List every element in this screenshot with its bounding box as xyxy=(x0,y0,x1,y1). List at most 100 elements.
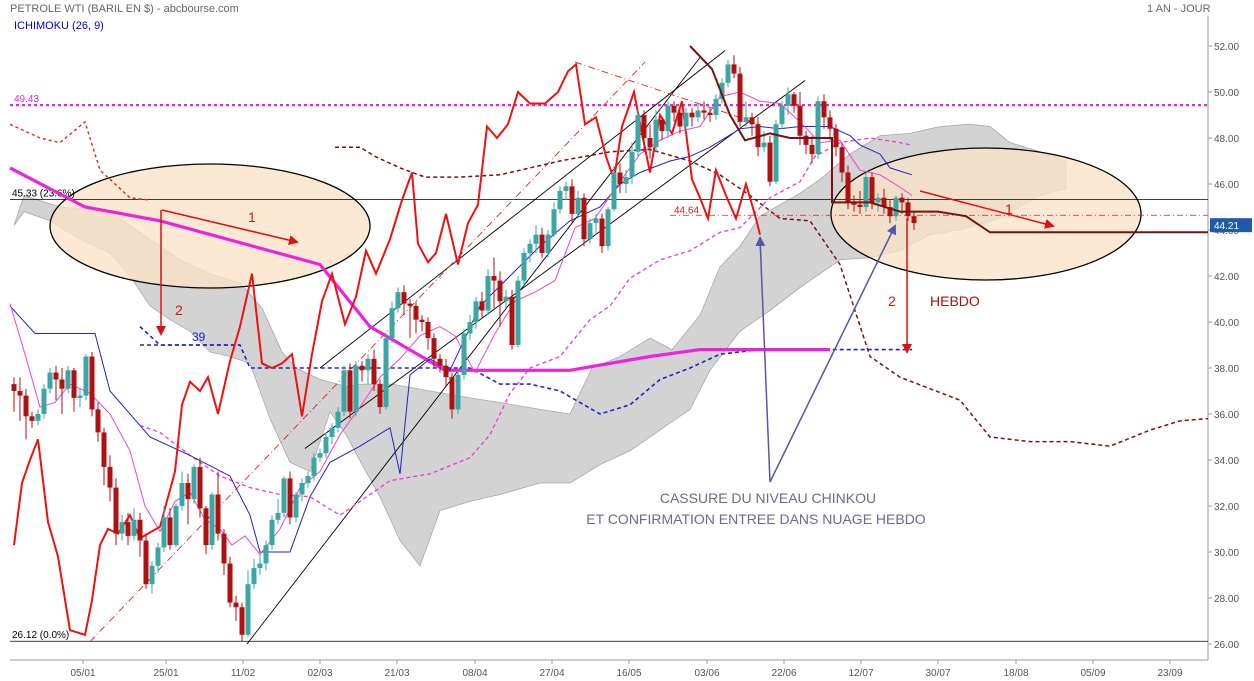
candle xyxy=(71,368,77,412)
candle xyxy=(557,186,563,214)
candle-body xyxy=(287,478,293,518)
candle-body xyxy=(749,117,755,125)
candle-body xyxy=(695,110,701,118)
candle xyxy=(185,473,191,525)
candle xyxy=(731,55,737,79)
candle-body xyxy=(497,280,503,302)
annotation-1-right: 1 xyxy=(1005,201,1013,217)
candle-body xyxy=(653,119,659,148)
candle xyxy=(497,271,503,327)
candle-body xyxy=(503,296,509,302)
candle xyxy=(215,471,221,541)
candle xyxy=(509,289,515,350)
candle-body xyxy=(737,73,743,122)
candle-body xyxy=(185,483,191,500)
y-tick-label: 46.00 xyxy=(1214,180,1239,191)
candle-body xyxy=(773,124,779,182)
candle-body xyxy=(11,384,17,391)
candle xyxy=(605,207,611,251)
x-tick-label: 18/08 xyxy=(1003,668,1028,679)
candle xyxy=(653,110,659,152)
candle-body xyxy=(647,138,653,148)
candle xyxy=(587,218,593,244)
candle xyxy=(905,197,911,221)
candle-body xyxy=(491,276,497,281)
candle-body xyxy=(863,177,869,207)
candle-body xyxy=(59,379,65,389)
candle xyxy=(383,333,389,410)
candle xyxy=(641,110,647,152)
candle-body xyxy=(281,478,287,513)
candle xyxy=(659,117,665,141)
candle xyxy=(599,213,605,253)
candle-body xyxy=(575,197,581,214)
candle-body xyxy=(533,234,539,244)
candle-body xyxy=(143,540,149,585)
x-tick-label: 05/01 xyxy=(70,668,95,679)
x-tick-label: 05/09 xyxy=(1080,668,1105,679)
candle xyxy=(887,200,893,224)
x-tick-label: 30/07 xyxy=(925,668,950,679)
candle xyxy=(503,289,509,309)
candle xyxy=(719,78,725,104)
candle xyxy=(665,101,671,138)
level-label-39: 39 xyxy=(192,330,206,344)
candle xyxy=(209,492,215,550)
candle xyxy=(689,108,695,127)
chart-title: PETROLE WTI (BARIL EN $) - abcbourse.com xyxy=(10,3,239,15)
candle xyxy=(197,457,203,518)
candle-body xyxy=(527,243,533,253)
candle xyxy=(629,142,635,184)
candle xyxy=(293,492,299,523)
arrow-chikou xyxy=(755,236,771,483)
fibo-label-0: 26.12 (0.0%) xyxy=(12,630,69,641)
candle xyxy=(167,508,173,550)
candle xyxy=(767,135,773,187)
channel-line-mid xyxy=(319,50,726,369)
candle-body xyxy=(881,197,887,207)
candle xyxy=(431,333,437,368)
y-tick-label: 30.00 xyxy=(1214,548,1239,559)
candle xyxy=(17,377,23,421)
candle-body xyxy=(329,427,335,437)
candle xyxy=(401,285,407,316)
candle-body xyxy=(707,112,713,115)
candle-body xyxy=(539,234,545,253)
x-tick-label: 25/01 xyxy=(153,668,178,679)
candle-body xyxy=(305,476,311,483)
y-tick-label: 34.00 xyxy=(1214,456,1239,467)
candle-body xyxy=(467,322,473,334)
candle-body xyxy=(485,276,491,311)
candle xyxy=(341,365,347,417)
candle xyxy=(323,432,329,458)
candle-body xyxy=(371,358,377,385)
candle-body xyxy=(395,292,401,309)
candle xyxy=(911,211,917,230)
channel-line-lower xyxy=(246,57,701,645)
y-tick-label: 52.00 xyxy=(1214,42,1239,53)
candle-body xyxy=(119,522,125,534)
candle-body xyxy=(473,301,479,322)
candle-body xyxy=(515,280,521,345)
candle-body xyxy=(569,186,575,214)
candle xyxy=(863,172,869,212)
candle xyxy=(593,213,599,235)
candle-body xyxy=(173,506,179,546)
candle xyxy=(329,423,335,444)
candle xyxy=(527,239,533,263)
candle xyxy=(797,92,803,145)
candle xyxy=(461,328,467,380)
candle xyxy=(491,257,497,309)
candle-body xyxy=(131,519,137,536)
candle xyxy=(581,193,587,247)
candle-body xyxy=(83,356,89,396)
candle-body xyxy=(431,338,437,359)
candle xyxy=(227,556,233,608)
candle-body xyxy=(95,409,101,433)
candle-body xyxy=(203,508,209,546)
candle-body xyxy=(545,234,551,253)
candle xyxy=(155,542,161,573)
candle-body xyxy=(797,105,803,136)
candle-body xyxy=(263,545,269,564)
candle xyxy=(893,195,899,221)
